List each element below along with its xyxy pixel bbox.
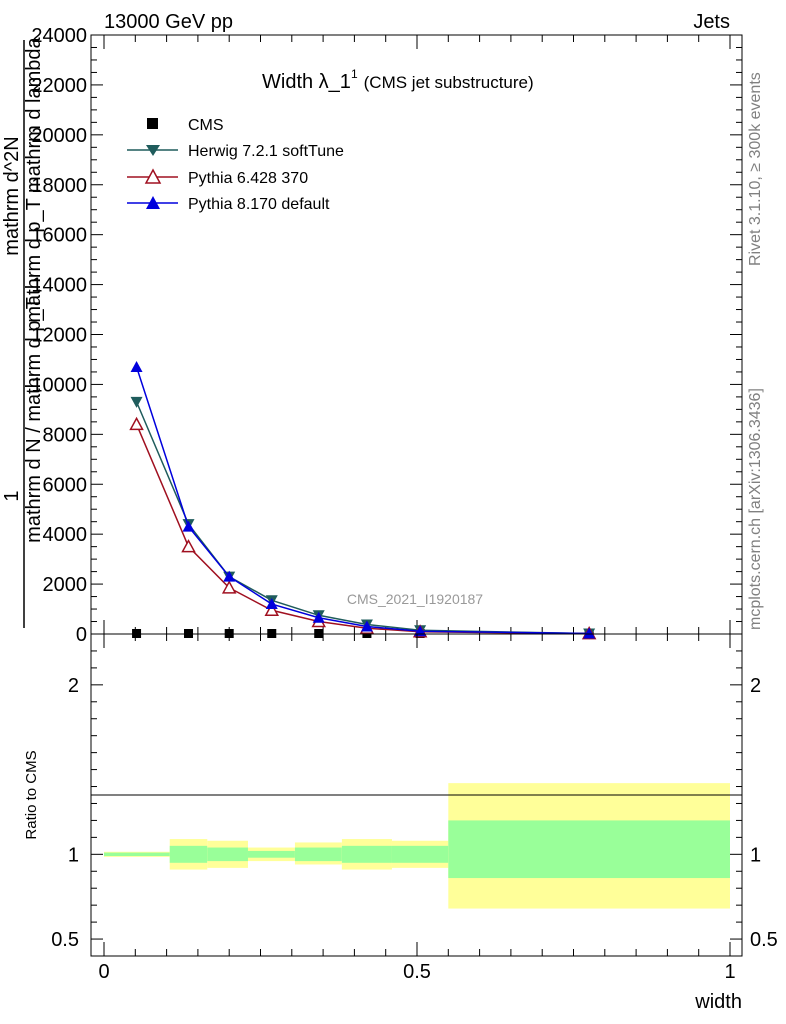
main-x-axis [103,35,731,634]
main-ytick-label: 16000 [31,225,87,247]
data-point [221,580,237,594]
main-ytick-label: 4000 [43,524,88,546]
ratio-ytick-label-right: 1 [750,844,761,866]
legend-label-cms: CMS [188,117,224,134]
ratio-y-axis: 0.5 0.5 1 1 2 2 [51,650,778,951]
chart-title: Width λ_11 (CMS jet substructure) [262,67,534,93]
main-ytick-label: 10000 [31,374,87,396]
main-ytick-label: 8000 [43,424,88,446]
series-line [135,401,590,635]
ratio-xtick-label: 0.5 [403,961,431,983]
main-ylabel: 1 mathrm d N / mathrm d p_T mathrm d^2N … [1,36,45,628]
ratio-xtick-label: 1 [724,961,735,983]
data-point [583,627,596,639]
ratio-ylabel: Ratio to CMS [23,750,40,839]
data-point [129,416,144,431]
data-point [264,602,280,617]
data-point [181,539,196,553]
watermark: CMS_2021_I1920187 [347,591,483,607]
legend-label-herwig: Herwig 7.2.1 softTune [188,143,344,160]
ylabel-line-3: mathrm d^2N [1,136,23,255]
ratio-band-stat [247,850,295,858]
main-ytick-label: 0 [76,624,87,646]
main-ytick-label: 12000 [31,325,87,347]
ratio-ytick-label: 0.5 [51,929,79,951]
ratio-band-stat [294,847,342,862]
data-point [360,620,373,632]
ratio-xtick-label: 0 [98,961,109,983]
main-y-axis: 0 2000 4000 6000 8000 10000 12000 14000 16000 180… [31,25,742,646]
ratio-ytick-label: 1 [68,844,79,866]
data-point [130,360,143,372]
process-label: Jets [693,11,730,33]
data-point [265,598,278,610]
main-ytick-label: 20000 [31,125,87,147]
legend-label-pythia8: Pythia 8.170 default [188,196,330,213]
ratio-band-stat [207,847,248,862]
main-ytick-label: 22000 [31,75,87,97]
series-line [135,366,590,635]
ratio-ytick-label-right: 0.5 [750,929,778,951]
ratio-band-stat [448,820,730,879]
ratio-ytick-label-right: 2 [750,675,761,697]
legend-marker-pythia8 [146,196,160,209]
x-axis-label: width [694,991,742,1013]
ylabel-line-2: mathrm d N / mathrm d p_T [23,297,45,543]
data-point [223,570,236,582]
main-ytick-label: 2000 [43,574,88,596]
energy-label: 13000 GeV pp [104,11,233,33]
data-point [182,520,195,532]
legend-marker-pythia6 [144,168,162,184]
legend-label-pythia6: Pythia 6.428 370 [188,170,308,187]
chart-title-sup: 1 [351,67,358,81]
data-point [312,611,325,623]
ratio-panel: 0.5 0.51 12 2 0 0.5 1 Ratio to CMS width [23,633,778,1013]
main-ytick-label: 24000 [31,25,87,47]
main-ytick-label: 18000 [31,175,87,197]
ratio-x-axis: 0 0.5 1 [98,634,736,983]
mcplots-label: mcplots.cern.ch [arXiv:1306.3436] [747,388,764,630]
legend-marker-herwig [146,145,160,156]
legend: CMS Herwig 7.2.1 softTune Pythia 6.428 3… [127,117,344,213]
ylabel-line-4: mathrm d p_T mathrm d lambda [23,36,45,322]
ratio-band-stat [104,852,170,857]
rivet-label: Rivet 3.1.10, ≥ 300k events [747,72,764,266]
ratio-band-stat [391,845,449,863]
chart-title-main: Width λ_1 [262,71,351,93]
data-point [130,396,143,408]
ratio-bands [104,783,730,909]
main-frame [90,34,743,635]
ratio-band-stat [169,845,208,863]
legend-marker-cms [147,118,158,129]
main-ytick-label: 6000 [43,474,88,496]
main-panel: 0 2000 4000 6000 8000 10000 12000 14000 16000 180… [1,25,743,646]
ratio-ytick-label: 2 [68,675,79,697]
ylabel-line-1: 1 [1,490,23,501]
chart-title-sub: (CMS jet substructure) [364,73,534,92]
ratio-band-stat [341,845,392,863]
main-ytick-label: 14000 [31,275,87,297]
